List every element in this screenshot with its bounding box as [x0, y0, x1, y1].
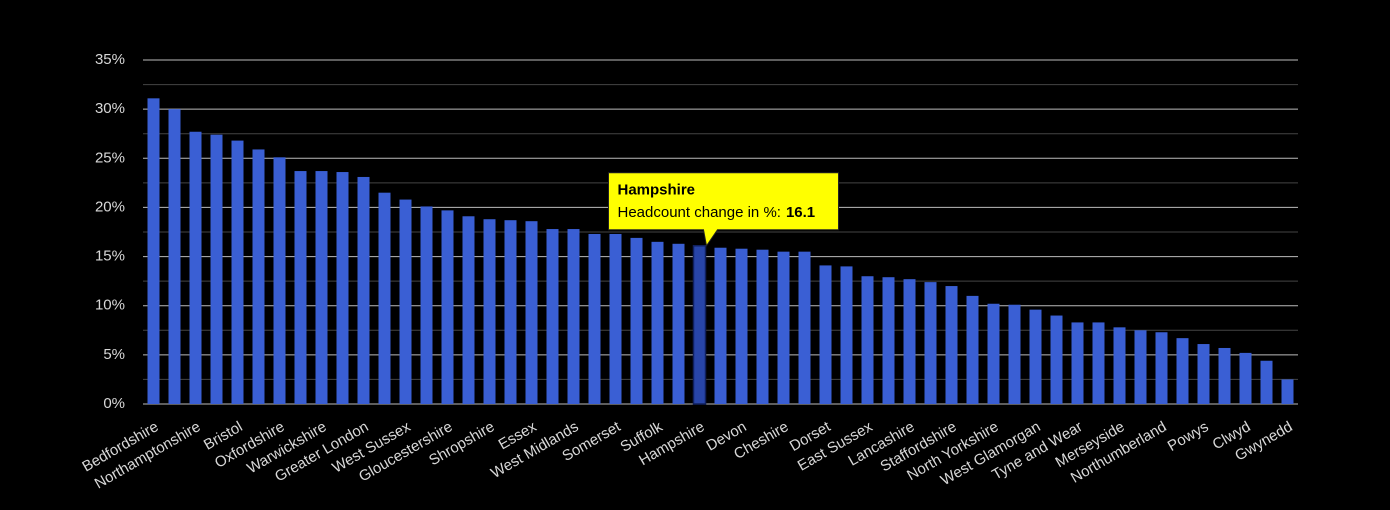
bar — [945, 286, 958, 404]
bar — [189, 131, 202, 404]
bar — [609, 233, 622, 404]
bar — [735, 248, 748, 404]
bar — [1155, 332, 1168, 404]
tooltip: Hampshire Headcount change in %: 16.1 — [608, 172, 839, 248]
bar — [651, 241, 664, 404]
bar — [819, 265, 832, 404]
bar — [147, 98, 160, 405]
bar — [1113, 327, 1126, 404]
bar — [1239, 352, 1252, 404]
bar — [378, 192, 391, 404]
bar — [357, 176, 370, 404]
tooltip-title: Hampshire — [618, 182, 696, 199]
tooltip-box — [608, 172, 839, 248]
highlighted-bar — [692, 245, 707, 405]
bar — [777, 251, 790, 404]
tooltip-line: Headcount change in %: 16.1 — [618, 204, 816, 221]
bar — [756, 249, 769, 404]
bar — [336, 172, 349, 404]
bar — [1008, 304, 1021, 404]
bar — [1071, 322, 1084, 404]
bar — [924, 282, 937, 404]
bar — [903, 279, 916, 404]
y-tick-label: 25% — [95, 149, 125, 166]
x-tick-label: Powys — [1165, 418, 1212, 455]
bar — [630, 237, 643, 404]
bar — [1281, 379, 1294, 404]
bar — [231, 140, 244, 404]
bar — [1092, 322, 1105, 404]
bar — [210, 134, 223, 404]
bar — [315, 171, 328, 404]
bar — [588, 233, 601, 404]
bar — [861, 276, 874, 404]
bar — [987, 303, 1000, 404]
bar — [672, 243, 685, 404]
bar — [168, 109, 181, 405]
y-tick-label: 10% — [95, 297, 125, 314]
bar — [714, 247, 727, 404]
y-tick-label: 5% — [103, 346, 125, 363]
bar — [882, 277, 895, 404]
tooltip-value: 16.1 — [786, 204, 815, 221]
bar — [966, 295, 979, 404]
y-tick-label: 15% — [95, 248, 125, 265]
bar — [840, 266, 853, 404]
bar — [1218, 347, 1231, 404]
bar — [252, 149, 265, 404]
bar — [1029, 309, 1042, 404]
bar — [1260, 360, 1273, 404]
bar — [420, 206, 433, 404]
tooltip-label: Headcount change in %: — [618, 204, 781, 221]
bar — [483, 219, 496, 404]
bar — [441, 210, 454, 404]
bar — [1197, 344, 1210, 404]
bar — [504, 220, 517, 404]
bar — [399, 199, 412, 404]
y-tick-label: 0% — [103, 395, 125, 412]
bar — [1050, 315, 1063, 404]
y-tick-label: 20% — [95, 198, 125, 215]
y-tick-label: 30% — [95, 100, 125, 117]
bar — [567, 229, 580, 404]
bar — [798, 251, 811, 404]
bar — [273, 157, 286, 404]
bar — [546, 229, 559, 404]
bar — [1134, 330, 1147, 404]
bar — [1176, 338, 1189, 404]
y-tick-label: 35% — [95, 51, 125, 68]
bar — [462, 216, 475, 404]
bar — [525, 221, 538, 404]
bar — [294, 171, 307, 404]
